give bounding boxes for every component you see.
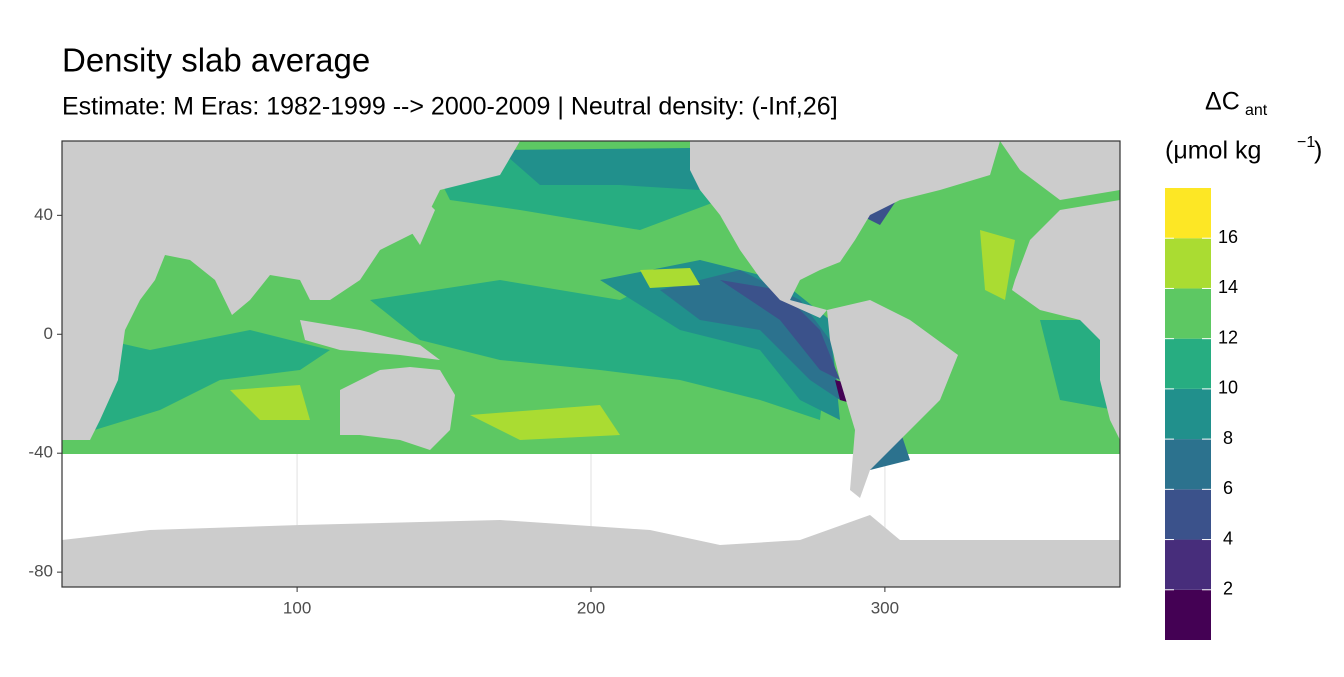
land-indonesia (300, 320, 440, 360)
land-africa-west (1012, 200, 1120, 440)
land-north-america (690, 141, 1000, 318)
legend-label: 4 (1223, 528, 1233, 548)
chart-title: Density slab average (62, 42, 370, 79)
ocean-patch (640, 268, 700, 288)
x-tick-label: 200 (577, 598, 605, 617)
colorbar-bin (1165, 589, 1211, 640)
legend-label: 8 (1223, 428, 1233, 448)
y-tick-label: 0 (44, 324, 53, 343)
land-south-america (827, 300, 958, 498)
colorbar-bin (1165, 489, 1211, 540)
legend-title-subscript: ant (1245, 102, 1268, 119)
colorbar-bin (1165, 539, 1211, 590)
y-tick-label: -40 (28, 443, 53, 462)
land-antarctica (62, 515, 1120, 587)
legend-unit-superscript: −1 (1297, 134, 1315, 151)
land-greenland (1000, 141, 1120, 200)
legend-label: 2 (1223, 579, 1233, 599)
legend-label: 6 (1223, 478, 1233, 498)
land-japan (410, 200, 435, 245)
legend-unit-close: ) (1314, 137, 1322, 165)
legend-label: 12 (1218, 327, 1238, 347)
legend-label: 10 (1218, 378, 1238, 398)
ocean-patch (230, 385, 310, 420)
colorbar-bin (1165, 439, 1211, 490)
y-tick-label: -80 (28, 562, 53, 581)
x-tick-label: 300 (871, 598, 899, 617)
y-tick-label: 40 (34, 205, 53, 224)
land-eurasia-africa (62, 141, 520, 440)
ocean-patch (720, 280, 840, 380)
legend-title: ΔC (1205, 88, 1240, 116)
colorbar-bin (1165, 388, 1211, 440)
legend-label: 14 (1218, 277, 1238, 297)
ocean-patch (62, 330, 330, 440)
legend-unit: (μmol kg (1165, 137, 1261, 165)
land (62, 141, 1120, 587)
map-panel (62, 141, 1120, 587)
colorbar-bin (1165, 288, 1211, 339)
colorbar-bin (1165, 238, 1211, 289)
land-australia (340, 367, 455, 450)
legend-label: 16 (1218, 227, 1238, 247)
chart-subtitle: Estimate: M Eras: 1982-1999 --> 2000-200… (62, 93, 838, 121)
x-tick-label: 100 (283, 598, 311, 617)
ocean-patch (1040, 320, 1115, 410)
ocean-patch (980, 230, 1015, 300)
colorbar-bin (1165, 338, 1211, 389)
ocean-patch (500, 148, 700, 190)
colorbar-bin (1165, 188, 1211, 239)
ocean-patch (470, 405, 620, 440)
